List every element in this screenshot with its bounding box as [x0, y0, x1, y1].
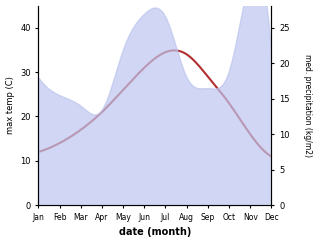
- Y-axis label: med. precipitation (kg/m2): med. precipitation (kg/m2): [303, 54, 313, 157]
- X-axis label: date (month): date (month): [119, 227, 191, 237]
- Y-axis label: max temp (C): max temp (C): [5, 77, 15, 134]
